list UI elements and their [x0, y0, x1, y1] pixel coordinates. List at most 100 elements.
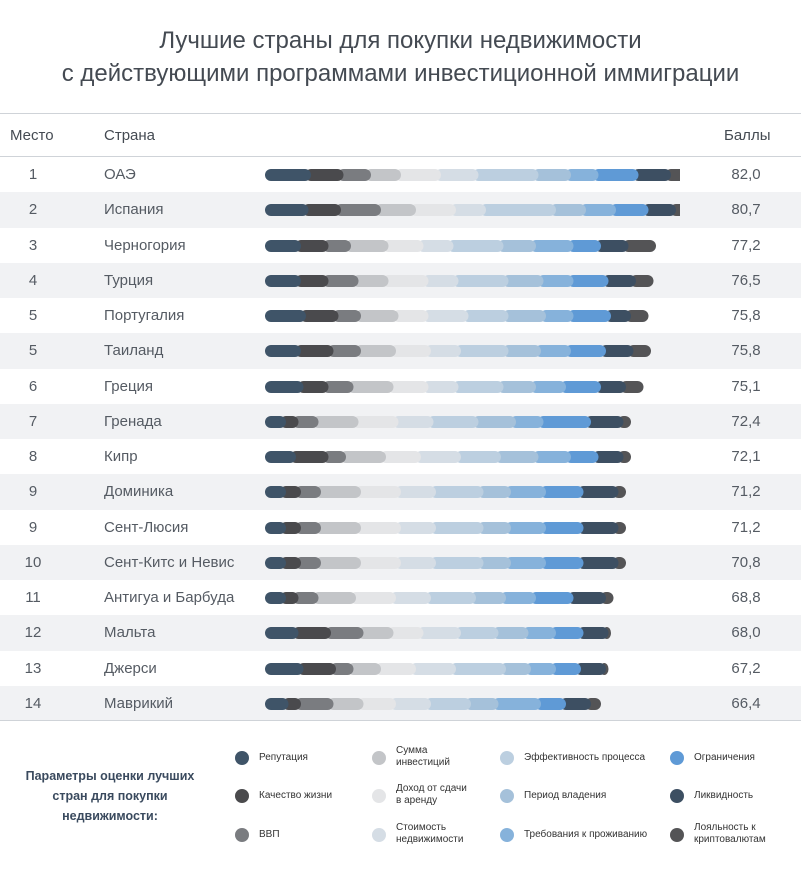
bar-segment-restrictions	[567, 274, 609, 287]
bar-segment-ownership-period	[470, 592, 506, 604]
bar-segment-liquidity	[575, 662, 606, 675]
bar-segment-investment-sum	[315, 486, 361, 499]
bar-segment-gdp	[335, 204, 381, 217]
score-cell: 75,8	[731, 342, 761, 360]
stacked-bar	[265, 204, 680, 217]
country-cell: Джерси	[104, 659, 157, 677]
bar-segment-liquidity	[632, 169, 671, 181]
bar-segment-property-cost	[425, 345, 461, 358]
score-cell: 75,1	[731, 377, 761, 395]
country-cell: Греция	[104, 377, 154, 395]
bar-segment-residence-requirements	[535, 345, 571, 358]
bar-segment-residence-requirements	[510, 415, 544, 428]
legend-title: Параметры оценки лучших стран для покупк…	[25, 769, 195, 823]
legend-swatch	[670, 828, 684, 842]
table-row: 14 Маврикий 66,4	[0, 685, 801, 721]
bar-segment-residence-requirements	[525, 662, 556, 675]
rank-cell: 14	[24, 694, 42, 712]
stacked-bar	[265, 592, 614, 604]
score-cell: 76,5	[731, 271, 761, 289]
bar-segment-gdp	[295, 697, 334, 710]
bar-segment-process-efficiency	[430, 486, 484, 499]
table-row: 13 Джерси 67,2	[0, 651, 801, 686]
score-cell: 71,2	[731, 518, 761, 536]
rank-cell: 1	[28, 166, 38, 183]
stacked-bar	[265, 697, 601, 710]
bar-segment-ownership-period	[477, 486, 511, 499]
legend-swatch	[500, 751, 514, 765]
stacked-bar	[265, 239, 656, 252]
legend-swatch	[670, 789, 684, 803]
legend-swatch	[235, 789, 249, 803]
bar-segment-property-cost	[395, 486, 436, 499]
header-country: Страна	[104, 127, 156, 144]
country-cell: Сент-Китс и Невис	[104, 553, 235, 571]
bar-segment-ownership-period	[495, 451, 539, 463]
country-cell: Гренада	[104, 412, 162, 430]
table-row: 8 Кипр 72,1	[0, 439, 801, 474]
bar-segment-crypto-loyalty	[627, 345, 651, 358]
stacked-bar	[265, 486, 626, 499]
table-row: 5 Таиланд 75,8	[0, 333, 801, 369]
bar-segment-investment-sum	[355, 310, 399, 322]
bar-segment-ownership-period	[502, 310, 546, 322]
country-cell: Таиланд	[104, 342, 164, 360]
score-cell: 68,8	[731, 589, 761, 606]
stacked-bar	[265, 415, 631, 428]
bar-segment-liquidity	[577, 521, 619, 534]
bar-segment-rental-income	[387, 380, 429, 393]
bar-segment-liquidity	[595, 380, 626, 393]
bar-segment-quality-of-life	[305, 169, 344, 181]
title-line-2: с действующими программами инвестиционно…	[61, 60, 740, 87]
bar-segment-restrictions	[550, 627, 584, 640]
bar-segment-investment-sum	[347, 662, 381, 675]
bar-segment-reputation	[265, 662, 304, 675]
rank-cell: 7	[28, 412, 38, 430]
legend-swatch	[500, 789, 514, 803]
bar-segment-process-efficiency	[430, 521, 484, 534]
bar-segment-residence-requirements	[565, 169, 599, 181]
bar-segment-ownership-period	[497, 380, 536, 393]
bar-segment-property-cost	[435, 169, 479, 181]
title-line-1: Лучшие страны для покупки недвижимости	[159, 27, 642, 54]
legend-swatch	[235, 751, 249, 765]
bar-segment-liquidity	[602, 274, 636, 287]
country-cell: Сент-Люсия	[104, 518, 189, 536]
bar-segment-reputation	[265, 627, 299, 640]
bar-segment-quality-of-life	[295, 274, 329, 287]
bar-segment-rental-income	[382, 274, 429, 287]
country-cell: Испания	[104, 201, 164, 219]
bar-segment-residence-requirements	[505, 521, 546, 534]
bar-segment-rental-income	[375, 662, 416, 675]
bar-segment-reputation	[265, 415, 286, 428]
bar-segment-residence-requirements	[522, 627, 556, 640]
bar-segment-process-efficiency	[455, 345, 509, 358]
bar-segment-liquidity	[585, 415, 624, 428]
bar-segment-restrictions	[592, 169, 639, 181]
score-cell: 82,0	[731, 166, 761, 183]
table-row: 12 Мальта 68,0	[0, 615, 801, 651]
table-row: 9 Сент-Люсия 71,2	[0, 510, 801, 545]
rank-cell: 8	[28, 448, 38, 465]
bar-segment-rental-income	[355, 521, 401, 534]
bar-segment-restrictions	[565, 451, 599, 463]
bar-segment-process-efficiency	[447, 239, 504, 252]
stacked-bar	[265, 345, 651, 358]
bar-segment-process-efficiency	[472, 169, 539, 181]
bar-segment-quality-of-life	[290, 451, 329, 463]
legend-swatch	[372, 751, 386, 765]
rank-cell: 9	[28, 483, 38, 501]
bar-segment-property-cost	[390, 697, 431, 710]
bar-segment-rental-income	[410, 204, 456, 217]
bar-segment-restrictions	[540, 521, 584, 534]
table-header: Место Страна Баллы	[0, 113, 801, 157]
rank-cell: 9	[28, 518, 38, 536]
bar-segment-rental-income	[357, 697, 396, 710]
bar-segment-investment-sum	[315, 556, 361, 569]
bar-segment-restrictions	[565, 345, 606, 358]
legend-swatch	[372, 828, 386, 842]
bar-segment-residence-requirements	[530, 239, 574, 252]
legend-label: ВВП	[259, 829, 280, 840]
bar-segment-investment-sum	[327, 697, 364, 710]
bar-segment-quality-of-life	[302, 204, 341, 217]
